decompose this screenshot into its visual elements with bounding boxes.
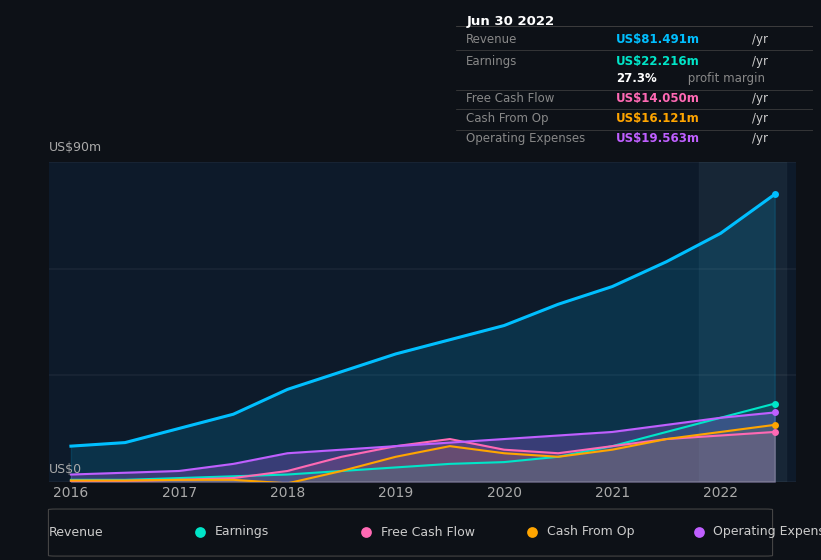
Text: Free Cash Flow: Free Cash Flow (381, 525, 475, 539)
Text: US$14.050m: US$14.050m (617, 91, 700, 105)
Point (768, 399, 782, 408)
Text: /yr: /yr (752, 54, 768, 68)
Point (768, 427, 782, 436)
Text: /yr: /yr (752, 112, 768, 125)
Text: Earnings: Earnings (466, 54, 518, 68)
Text: Operating Expenses: Operating Expenses (713, 525, 821, 539)
Text: US$19.563m: US$19.563m (617, 132, 700, 144)
Text: Free Cash Flow: Free Cash Flow (466, 91, 555, 105)
Text: 27.3%: 27.3% (617, 72, 657, 85)
Point (768, 421, 782, 430)
Text: Cash From Op: Cash From Op (547, 525, 635, 539)
Text: US$22.216m: US$22.216m (617, 54, 700, 68)
Text: Operating Expenses: Operating Expenses (466, 132, 585, 144)
Text: Cash From Op: Cash From Op (466, 112, 549, 125)
Text: /yr: /yr (752, 132, 768, 144)
Text: Earnings: Earnings (214, 525, 269, 539)
Text: US$90m: US$90m (49, 141, 103, 154)
Text: US$16.121m: US$16.121m (617, 112, 700, 125)
Text: /yr: /yr (752, 32, 768, 45)
Text: Jun 30 2022: Jun 30 2022 (466, 15, 554, 28)
Text: profit margin: profit margin (684, 72, 765, 85)
Bar (699, 162, 786, 482)
Text: Revenue: Revenue (48, 525, 103, 539)
Point (337, 273, 350, 282)
Point (768, 190, 782, 199)
Text: /yr: /yr (752, 91, 768, 105)
Text: US$0: US$0 (49, 463, 82, 476)
Text: Revenue: Revenue (466, 32, 518, 45)
Text: US$81.491m: US$81.491m (617, 32, 700, 45)
Point (768, 408, 782, 417)
